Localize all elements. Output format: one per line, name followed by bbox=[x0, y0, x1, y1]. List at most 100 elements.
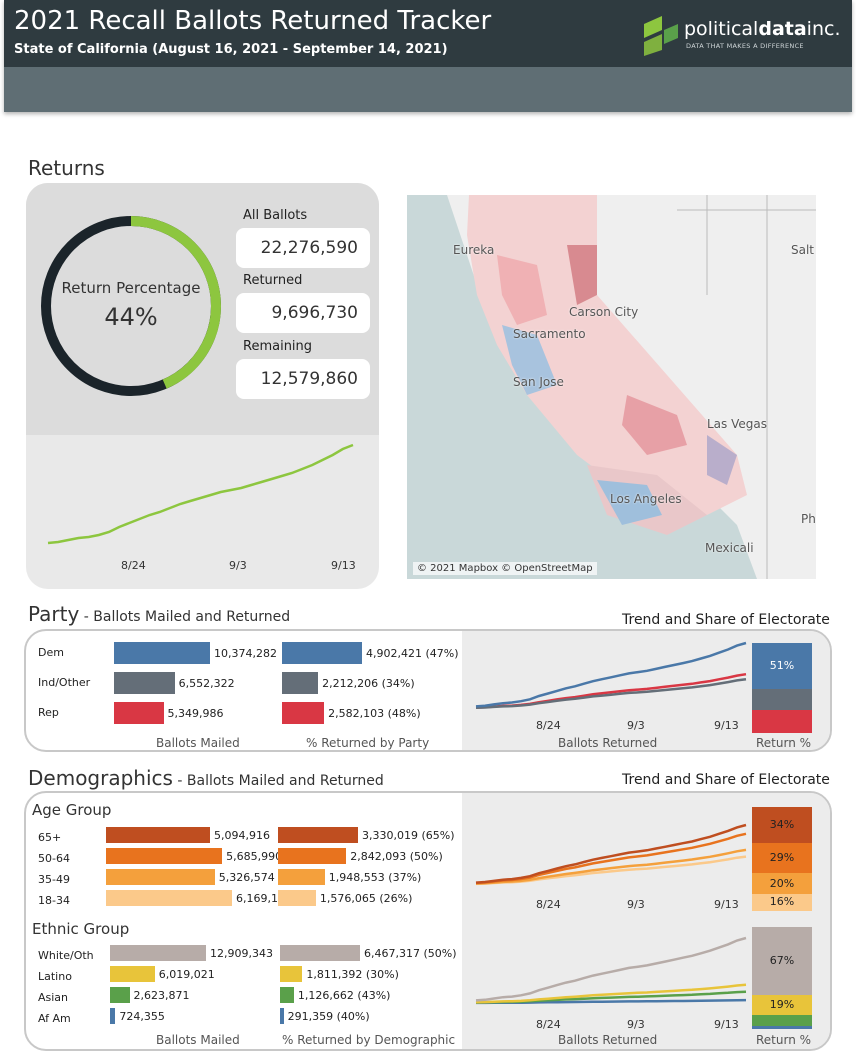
bar-row-label: 50-64 bbox=[38, 852, 70, 865]
mailed-bar[interactable] bbox=[110, 987, 130, 1003]
ring-label: Return Percentage bbox=[61, 279, 201, 297]
mailed-bar[interactable] bbox=[106, 869, 215, 885]
mailed-bar[interactable] bbox=[110, 966, 155, 982]
logo-wordmark: politicaldatainc. bbox=[684, 18, 841, 40]
trend-line[interactable] bbox=[475, 641, 747, 708]
mailed-value: 5,349,986 bbox=[167, 706, 224, 720]
mailed-bar[interactable] bbox=[106, 827, 211, 843]
demo-cap-mailed: Ballots Mailed bbox=[156, 1033, 240, 1047]
age-trend-chart bbox=[475, 823, 747, 886]
ethnic-trend-chart bbox=[475, 936, 747, 1005]
all-ballots-label: All Ballots bbox=[243, 208, 308, 223]
page-title: 2021 Recall Ballots Returned Tracker bbox=[14, 6, 492, 36]
returned-bar[interactable] bbox=[280, 966, 303, 982]
mailed-bar[interactable] bbox=[106, 890, 232, 906]
bar-row-label: 18-34 bbox=[38, 894, 70, 907]
returned-value: 1,126,662 (43%) bbox=[297, 988, 391, 1002]
remaining-label: Remaining bbox=[243, 339, 313, 354]
trend-line[interactable] bbox=[475, 936, 747, 1002]
share-segment[interactable]: 29% bbox=[752, 842, 812, 874]
header-title-bar: 2021 Recall Ballots Returned Tracker Sta… bbox=[4, 0, 852, 67]
bar-row-label: Rep bbox=[38, 706, 59, 719]
map-canvas bbox=[407, 195, 816, 579]
map-city-label: Salt bbox=[791, 243, 815, 257]
trend-line[interactable] bbox=[475, 983, 747, 1004]
header-bar: 2021 Recall Ballots Returned Tracker Sta… bbox=[4, 0, 852, 112]
returned-label: Returned bbox=[243, 273, 303, 288]
trend-line[interactable] bbox=[475, 848, 747, 885]
map-city-label: San Jose bbox=[513, 375, 564, 389]
returned-bar[interactable] bbox=[282, 702, 325, 724]
demo-cap-share: Return % bbox=[756, 1033, 812, 1047]
mailed-bar[interactable] bbox=[114, 672, 175, 694]
returned-bar[interactable] bbox=[278, 848, 347, 864]
ring-value: 44% bbox=[104, 303, 158, 331]
returned-value: 3,330,019 (65%) bbox=[362, 828, 455, 842]
returned-bar[interactable] bbox=[278, 890, 316, 906]
mailed-bar[interactable] bbox=[110, 1008, 116, 1024]
share-segment[interactable]: 20% bbox=[752, 873, 812, 895]
share-segment[interactable]: 67% bbox=[752, 927, 812, 996]
share-segment[interactable]: 19% bbox=[752, 995, 812, 1015]
bar-row-label: 65+ bbox=[38, 831, 62, 844]
ethnic-tick: 9/3 bbox=[627, 1018, 645, 1031]
map-city-label: Mexicali bbox=[705, 541, 754, 555]
share-segment[interactable]: 51% bbox=[752, 643, 812, 689]
mailed-value: 10,374,282 bbox=[214, 646, 277, 660]
returned-bar[interactable] bbox=[278, 827, 358, 843]
mailed-bar[interactable] bbox=[114, 702, 164, 724]
party-cap-share: Return % bbox=[756, 736, 812, 750]
bar-row-label: Af Am bbox=[38, 1012, 71, 1025]
returns-tick: 8/24 bbox=[121, 559, 146, 572]
party-cap-mailed: Ballots Mailed bbox=[156, 736, 240, 750]
age-tick: 9/3 bbox=[627, 898, 645, 911]
all-ballots-value: 22,276,590 bbox=[236, 228, 370, 268]
mailed-bar[interactable] bbox=[114, 642, 210, 664]
party-tick: 8/24 bbox=[536, 719, 561, 732]
age-tick: 8/24 bbox=[536, 898, 561, 911]
party-title: Party - Ballots Mailed and Returned bbox=[28, 602, 291, 626]
returns-tick: 9/3 bbox=[229, 559, 247, 572]
returned-bar[interactable] bbox=[280, 987, 294, 1003]
map-city-label: Carson City bbox=[569, 305, 639, 319]
mailed-bar[interactable] bbox=[106, 848, 223, 864]
mailed-value: 6,552,322 bbox=[178, 676, 235, 690]
returned-value: 1,948,553 (37%) bbox=[328, 870, 422, 884]
returned-bar[interactable] bbox=[280, 945, 360, 961]
returned-bar[interactable] bbox=[282, 642, 362, 664]
mailed-value: 6,019,021 bbox=[158, 967, 215, 981]
share-segment[interactable] bbox=[752, 688, 812, 710]
logo-tagline: DATA THAT MAKES A DIFFERENCE bbox=[686, 42, 804, 50]
map-city-label: Los Angeles bbox=[610, 492, 682, 506]
bar-row-label: Asian bbox=[38, 991, 69, 1004]
share-segment[interactable]: 16% bbox=[752, 894, 812, 911]
returned-bar[interactable] bbox=[280, 1008, 284, 1024]
returned-value: 4,902,421 (47%) bbox=[366, 646, 459, 660]
age-tick: 9/13 bbox=[714, 898, 739, 911]
map-city-label: Eureka bbox=[453, 243, 495, 257]
map-attribution[interactable]: © 2021 Mapbox © OpenStreetMap bbox=[413, 562, 597, 575]
returned-value: 9,696,730 bbox=[236, 293, 370, 333]
trend-line[interactable] bbox=[475, 823, 747, 884]
demo-cap-returned: % Returned by Demographic bbox=[282, 1033, 456, 1047]
trend-line[interactable] bbox=[475, 677, 747, 710]
share-segment[interactable] bbox=[752, 1014, 812, 1026]
returned-bar[interactable] bbox=[282, 672, 319, 694]
returned-value: 1,811,392 (30%) bbox=[306, 967, 399, 981]
share-segment[interactable] bbox=[752, 709, 812, 733]
returns-panel: Return Percentage 44% All Ballots 22,276… bbox=[26, 183, 379, 589]
returned-bar[interactable] bbox=[278, 869, 325, 885]
returned-value: 2,212,206 (34%) bbox=[322, 676, 415, 690]
ethnic-share-bar: 67% 19% bbox=[752, 927, 812, 1029]
demographics-trend-label: Trend and Share of Electorate bbox=[622, 772, 830, 788]
mailed-value: 5,094,916 bbox=[214, 828, 271, 842]
returns-trend-chart bbox=[47, 443, 354, 545]
ethnic-group-title: Ethnic Group bbox=[32, 920, 130, 938]
share-segment[interactable]: 34% bbox=[752, 807, 812, 843]
returns-summary: Return Percentage 44% All Ballots 22,276… bbox=[26, 183, 379, 435]
mailed-bar[interactable] bbox=[110, 945, 206, 961]
politicaldata-logo[interactable]: politicaldatainc. DATA THAT MAKES A DIFF… bbox=[640, 16, 850, 56]
mailed-value: 5,326,574 bbox=[218, 870, 275, 884]
california-map[interactable]: Eureka Carson City Sacramento San Jose L… bbox=[407, 195, 816, 579]
share-segment[interactable] bbox=[752, 1025, 812, 1029]
